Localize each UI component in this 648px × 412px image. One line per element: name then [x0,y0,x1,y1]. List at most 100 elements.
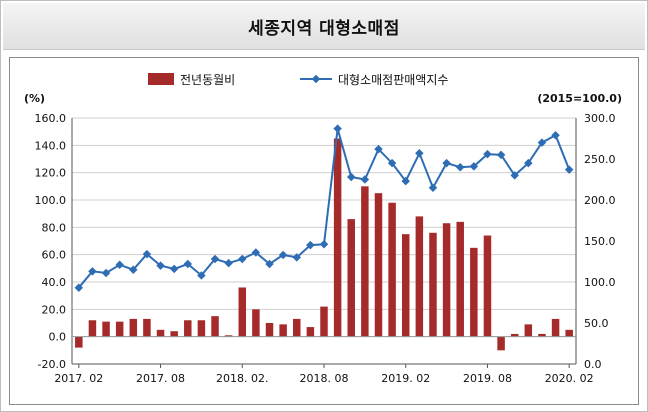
line-point [347,172,356,182]
bar [483,235,492,337]
bar [143,318,151,337]
y-right-tick-label: 50.0 [584,317,609,330]
line-point [442,158,451,168]
index-line [78,128,571,289]
y-left-tick-label: 100.0 [35,194,67,207]
line-point [129,265,138,274]
x-tick-label: 2019. 02 [381,372,430,385]
bar [156,329,165,337]
line-point [88,267,97,276]
bar [551,318,560,337]
bar [306,327,315,337]
legend-label-line: 대형소매점판매액지수 [338,73,448,87]
plot-box: -20.0 0.0 20.0 40.0 60.0 80.0 100.0 120.0 140.0 1… [9,57,639,405]
y-right-tick-label: 300.0 [584,112,616,125]
bar [470,247,478,337]
bar [401,234,410,337]
x-tick-label: 2020. 02 [545,372,594,385]
bar [361,186,369,337]
bar [497,336,505,351]
bar [374,193,383,337]
bar [293,318,301,337]
bar-layer [75,138,573,351]
bar [333,138,342,337]
line-point [224,258,233,268]
bar [197,320,206,337]
line-point [238,254,247,264]
line-point [401,176,410,186]
y-right-unit: (2015=100.0) [537,92,622,105]
bar [88,320,97,337]
line-point [496,150,506,160]
x-tick-label: 2017. 08 [136,372,185,385]
chart-svg: -20.0 0.0 20.0 40.0 60.0 80.0 100.0 120.0 140.0 1… [24,73,622,385]
bar [388,202,396,337]
bar [524,324,533,337]
line-point [292,253,301,262]
bar [429,232,437,337]
line-point [483,149,492,159]
title-bar: 세종지역 대형소매점 [3,3,645,50]
y-left-tick-label: 120.0 [35,167,67,180]
bar [211,316,219,337]
line-point [551,130,560,140]
x-tick-label: 2019. 08 [463,372,512,385]
line-point [306,240,315,250]
line-point [265,259,274,269]
line-point [428,183,438,192]
bar [510,333,519,337]
line-point [333,124,342,133]
y-right-tick-label: 150.0 [584,235,616,248]
bar [224,335,233,337]
line-point [183,259,193,269]
x-tick-label: 2017. 02 [54,372,103,385]
line-point [360,175,370,184]
line-point [142,249,152,259]
y-left-unit: (%) [24,92,45,105]
line-point [415,149,424,158]
bar [279,324,287,337]
y-left-tick-label: 60.0 [42,249,67,262]
y-right-tick-label: 200.0 [584,194,616,207]
legend-swatch-marker [311,74,321,84]
bar [115,321,124,337]
chart-title: 세종지역 대형소매점 [248,18,400,39]
axis-layer: -20.0 0.0 20.0 40.0 60.0 80.0 100.0 120.0 140.0 1… [24,92,622,385]
y-left-tick-label: 0.0 [49,331,67,344]
y-right-tick-label: 250.0 [584,153,616,166]
line-point [319,240,329,249]
line-point [210,254,220,264]
line-point [469,162,479,171]
legend-swatch-bar [148,73,174,85]
bar [320,306,328,337]
y-right-tick-label: 100.0 [584,276,616,289]
y-left-tick-label: 160.0 [35,112,67,125]
line-point [251,248,261,257]
bar [538,333,546,337]
y-right-tick-label: 0.0 [584,358,602,371]
line-point [156,261,165,270]
y-left-tick-label: 40.0 [42,276,67,289]
bar [265,323,274,337]
bar [252,309,260,337]
line-point [197,271,206,280]
bar [129,318,138,337]
legend-label-bar: 전년동월비 [180,73,235,87]
bar [238,287,247,337]
legend-layer: 전년동월비 대형소매점판매액지수 [148,73,448,87]
bar [565,329,573,337]
bar [347,219,355,337]
bar [75,336,83,348]
line-point [455,162,465,172]
line-point [74,283,84,292]
bar [456,221,464,337]
line-point [374,144,383,154]
line-point [169,264,179,274]
y-left-tick-label: 80.0 [42,221,67,234]
bar [170,331,178,337]
line-point [278,250,288,260]
bar [415,216,424,337]
line-layer [74,124,574,292]
line-point [387,158,397,168]
x-tick-label: 2018. 02. [216,372,268,385]
